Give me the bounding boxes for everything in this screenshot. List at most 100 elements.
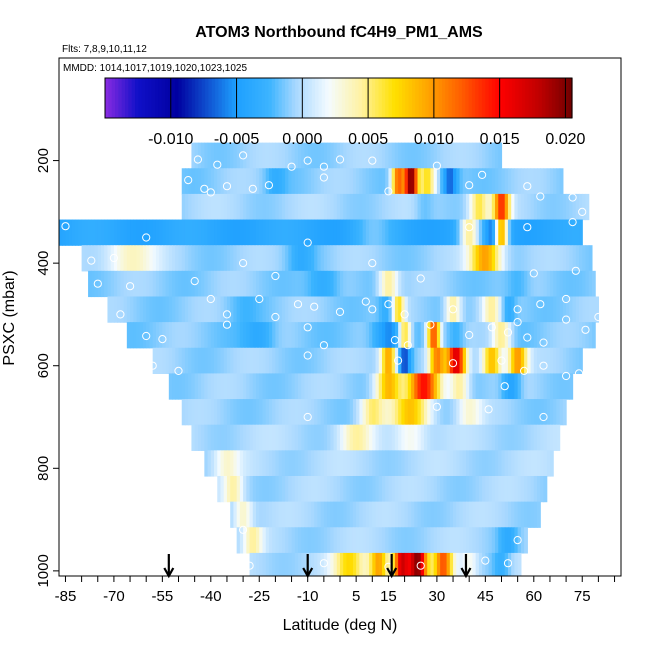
- colorbar-cell: [145, 78, 149, 118]
- heatmap-cell: [385, 527, 390, 554]
- heatmap-cell: [556, 168, 561, 195]
- heatmap-cell: [553, 296, 557, 323]
- heatmap-cell: [307, 399, 312, 426]
- heatmap-cell: [381, 193, 386, 221]
- heatmap-cell: [307, 424, 312, 451]
- heatmap-cell: [343, 450, 348, 477]
- heatmap-cell: [356, 296, 360, 323]
- heatmap-cell: [301, 450, 306, 477]
- heatmap-cell: [259, 475, 264, 503]
- heatmap-cell: [391, 501, 396, 528]
- heatmap-cell: [465, 219, 470, 246]
- sample-point: [581, 325, 590, 334]
- heatmap-cell: [398, 373, 402, 400]
- heatmap-cell: [230, 424, 235, 451]
- heatmap-cell: [142, 296, 147, 323]
- heatmap-cell: [201, 142, 205, 169]
- heatmap-cell: [236, 373, 241, 400]
- heatmap-cell: [262, 193, 267, 221]
- heatmap-cell: [443, 424, 448, 451]
- heatmap-cell: [268, 501, 273, 528]
- heatmap-cell: [514, 168, 519, 195]
- heatmap-cell: [417, 399, 422, 426]
- heatmap-cell: [294, 399, 299, 426]
- heatmap-cell: [401, 424, 406, 451]
- heatmap-cell: [491, 527, 496, 554]
- heatmap-cell: [375, 373, 380, 400]
- heatmap-cell: [175, 219, 180, 246]
- heatmap-cell: [537, 193, 541, 221]
- heatmap-cell: [356, 142, 360, 169]
- heatmap-cell: [562, 219, 567, 246]
- heatmap-cell: [294, 552, 299, 576]
- heatmap-cell: [239, 296, 244, 323]
- heatmap-cell: [291, 501, 296, 528]
- sample-point: [255, 294, 264, 304]
- heatmap-cell: [343, 168, 348, 195]
- heatmap-cell: [411, 219, 415, 246]
- heatmap-cell: [572, 347, 577, 375]
- heatmap-cell: [210, 424, 215, 451]
- heatmap-cell: [472, 501, 477, 528]
- heatmap-cell: [298, 219, 302, 246]
- heatmap-cell: [272, 424, 276, 451]
- heatmap-cell: [288, 296, 293, 323]
- heatmap-cell: [178, 270, 183, 298]
- heatmap-cell: [449, 193, 454, 221]
- heatmap-cell: [100, 245, 105, 272]
- colorbar-cell: [361, 78, 366, 118]
- heatmap-cell: [175, 373, 180, 400]
- heatmap-cell: [310, 399, 315, 426]
- colorbar-cell: [501, 78, 506, 118]
- heatmap-cell: [68, 219, 73, 246]
- heatmap-cell: [449, 142, 454, 169]
- colorbar-cell: [541, 78, 546, 118]
- colorbar-ticks: -0.010 -0.005 0.000 0.005 0.010 0.015 0.020: [148, 78, 586, 148]
- heatmap-cell: [207, 193, 212, 221]
- heatmap-cell: [194, 219, 199, 246]
- heatmap-cell: [527, 296, 532, 323]
- heatmap-cell: [449, 373, 454, 400]
- sample-point: [578, 207, 587, 216]
- heatmap-cell: [246, 501, 251, 528]
- heatmap-cell: [388, 373, 393, 400]
- heatmap-cell: [314, 142, 318, 169]
- heatmap-cell: [323, 347, 328, 375]
- sample-point: [222, 182, 232, 191]
- colorbar-cell: [505, 78, 510, 118]
- heatmap-cell: [291, 168, 296, 195]
- heatmap-cell: [520, 219, 525, 246]
- heatmap-cell: [378, 168, 383, 195]
- heatmap-cell: [404, 296, 409, 323]
- heatmap-cell: [265, 450, 270, 477]
- heatmap-cell: [346, 347, 351, 375]
- heatmap-cell: [268, 424, 273, 451]
- heatmap-cell: [491, 322, 496, 349]
- heatmap-cell: [168, 245, 173, 272]
- heatmap-cell: [304, 296, 309, 323]
- heatmap-cell: [414, 552, 419, 576]
- heatmap-cell: [478, 399, 483, 426]
- heatmap-cell: [369, 219, 373, 246]
- heatmap-cell: [130, 270, 134, 298]
- sample-point: [594, 312, 603, 322]
- heatmap-cell: [304, 424, 309, 451]
- heatmap-cell: [223, 168, 228, 195]
- heatmap-cell: [579, 219, 583, 246]
- heatmap-cell: [553, 245, 557, 272]
- heatmap-cell: [375, 219, 380, 246]
- heatmap-cell: [414, 450, 419, 477]
- heatmap-cell: [553, 270, 557, 298]
- heatmap-cell: [436, 296, 441, 323]
- heatmap-cell: [352, 450, 357, 477]
- heatmap-cell: [520, 270, 525, 298]
- heatmap-cell: [388, 245, 393, 272]
- heatmap-cell: [543, 296, 548, 323]
- heatmap-cell: [414, 219, 419, 246]
- heatmap-cell: [333, 527, 338, 554]
- heatmap-cell: [394, 142, 399, 169]
- heatmap-cell: [281, 168, 286, 195]
- heatmap-cell: [488, 193, 493, 221]
- heatmap-cell: [459, 219, 464, 246]
- heatmap-cell: [517, 399, 522, 426]
